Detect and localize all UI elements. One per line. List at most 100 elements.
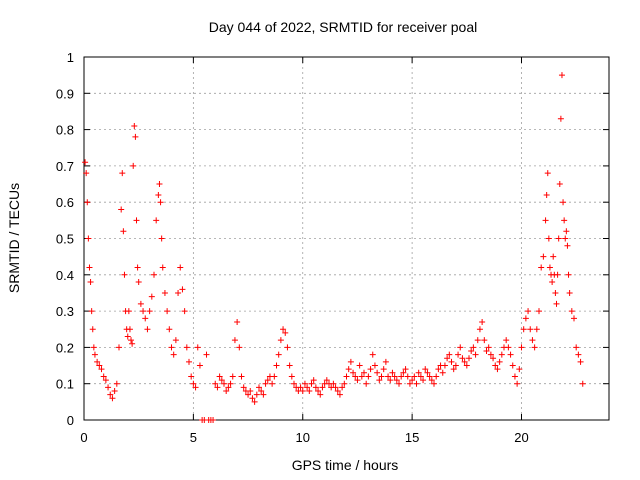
data-point: [347, 358, 354, 365]
data-point: [444, 355, 451, 362]
data-point: [544, 170, 551, 177]
data-point: [218, 377, 225, 384]
data-point: [371, 362, 378, 369]
data-point: [365, 373, 372, 380]
data-point: [396, 380, 402, 387]
data-point: [393, 377, 400, 384]
data-point: [389, 369, 396, 376]
data-point: [343, 373, 350, 380]
data-point: [183, 344, 190, 351]
data-point: [556, 181, 563, 188]
data-point: [87, 279, 94, 286]
x-tick-label: 10: [296, 430, 310, 445]
data-point: [385, 373, 392, 380]
data-point: [503, 337, 510, 344]
data-point: [439, 369, 446, 376]
data-point: [494, 366, 501, 373]
data-point: [402, 366, 409, 373]
data-point: [555, 235, 562, 242]
data-point: [175, 289, 182, 296]
data-point: [428, 377, 435, 384]
y-tick-label: 1: [67, 50, 74, 65]
data-point: [196, 362, 203, 369]
data-point: [91, 351, 98, 358]
data-point: [186, 358, 192, 365]
data-point: [190, 380, 197, 387]
data-point: [468, 348, 475, 355]
data-point: [376, 377, 383, 384]
data-point: [151, 271, 157, 278]
data-point: [562, 235, 569, 242]
data-point: [455, 351, 462, 358]
data-point: [563, 228, 570, 235]
data-point: [297, 384, 304, 391]
data-point: [400, 369, 407, 376]
data-point: [277, 337, 284, 344]
data-point: [258, 387, 265, 394]
data-point: [140, 308, 147, 315]
data-point: [118, 206, 125, 213]
data-point: [461, 358, 468, 365]
data-point: [284, 344, 291, 351]
y-tick-label: 0.4: [56, 268, 74, 283]
data-point: [177, 264, 184, 271]
data-point: [144, 326, 151, 333]
data-point: [131, 122, 138, 129]
data-point: [433, 373, 440, 380]
data-point: [472, 351, 479, 358]
data-point: [253, 391, 260, 398]
data-point: [545, 235, 552, 242]
data-point: [317, 391, 324, 398]
data-point: [496, 358, 503, 365]
data-point: [417, 373, 424, 380]
y-tick-label: 0.7: [56, 159, 74, 174]
data-point: [558, 72, 565, 79]
data-point: [361, 369, 367, 376]
data-point: [507, 351, 514, 358]
data-point: [339, 384, 346, 391]
data-point: [109, 395, 116, 402]
data-point: [188, 373, 195, 380]
data-point: [194, 344, 201, 351]
x-tick-label: 20: [514, 430, 528, 445]
y-tick-label: 0.1: [56, 377, 74, 392]
data-point: [135, 279, 142, 286]
data-point: [485, 344, 492, 351]
data-point: [404, 373, 411, 380]
data-point: [245, 391, 252, 398]
data-point: [225, 384, 232, 391]
data-point: [166, 326, 173, 333]
data-point: [310, 377, 317, 384]
data-point: [411, 373, 418, 380]
data-point: [568, 308, 575, 315]
y-tick-label: 0.3: [56, 304, 74, 319]
data-point: [129, 340, 136, 347]
data-point: [538, 264, 545, 271]
data-point: [350, 369, 357, 376]
data-point: [214, 384, 221, 391]
data-point: [130, 162, 137, 169]
data-point: [82, 159, 89, 166]
x-tick-label: 5: [190, 430, 197, 445]
data-point: [94, 358, 101, 365]
data-point: [533, 326, 540, 333]
data-point: [161, 289, 168, 296]
data-point: [536, 308, 542, 315]
data-point: [378, 373, 385, 380]
data-point: [90, 344, 97, 351]
data-point: [170, 351, 177, 358]
data-point: [525, 308, 532, 315]
data-point: [88, 308, 95, 315]
data-point: [409, 377, 416, 384]
data-point: [492, 362, 499, 369]
data-point: [546, 264, 553, 271]
data-point: [288, 373, 295, 380]
data-point: [240, 384, 247, 391]
data-point: [234, 318, 241, 325]
data-point: [391, 373, 398, 380]
data-point: [192, 384, 199, 391]
data-point: [352, 373, 359, 380]
data-point: [498, 351, 505, 358]
data-point: [531, 344, 538, 351]
data-point: [158, 235, 165, 242]
